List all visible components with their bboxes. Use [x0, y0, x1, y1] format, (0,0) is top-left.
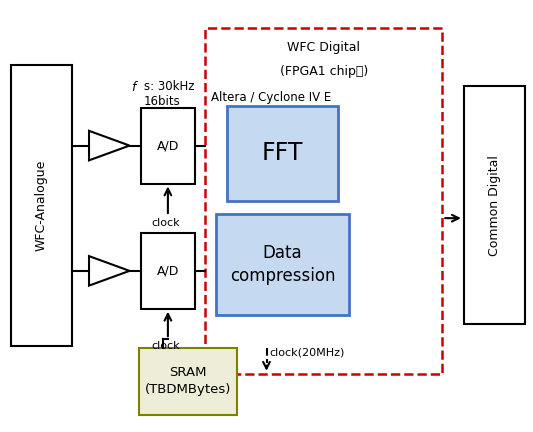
FancyBboxPatch shape	[11, 65, 72, 346]
Text: Common Digital: Common Digital	[488, 155, 501, 256]
Text: WFC Digital: WFC Digital	[287, 41, 360, 54]
Text: clock: clock	[151, 341, 180, 351]
Text: $f$: $f$	[131, 80, 139, 94]
Text: s: 30kHz
16bits: s: 30kHz 16bits	[144, 80, 195, 108]
Text: SRAM
(TBDMBytes): SRAM (TBDMBytes)	[144, 366, 231, 396]
Text: FFT: FFT	[262, 141, 303, 165]
Text: clock: clock	[151, 218, 180, 228]
Text: clock(20MHz): clock(20MHz)	[269, 348, 344, 358]
FancyBboxPatch shape	[141, 233, 195, 309]
Text: (FPGA1 chip内): (FPGA1 chip内)	[280, 65, 368, 78]
Text: A/D: A/D	[157, 264, 179, 278]
Text: Data
compression: Data compression	[230, 244, 335, 286]
Text: A/D: A/D	[157, 139, 179, 152]
FancyBboxPatch shape	[227, 106, 338, 201]
FancyBboxPatch shape	[141, 108, 195, 184]
Polygon shape	[89, 131, 130, 160]
FancyBboxPatch shape	[139, 348, 237, 415]
Text: WFC-Analogue: WFC-Analogue	[35, 159, 48, 251]
FancyBboxPatch shape	[464, 86, 525, 324]
Polygon shape	[89, 256, 130, 286]
FancyBboxPatch shape	[216, 214, 349, 315]
Text: Altera / Cyclone IV E: Altera / Cyclone IV E	[211, 91, 331, 104]
